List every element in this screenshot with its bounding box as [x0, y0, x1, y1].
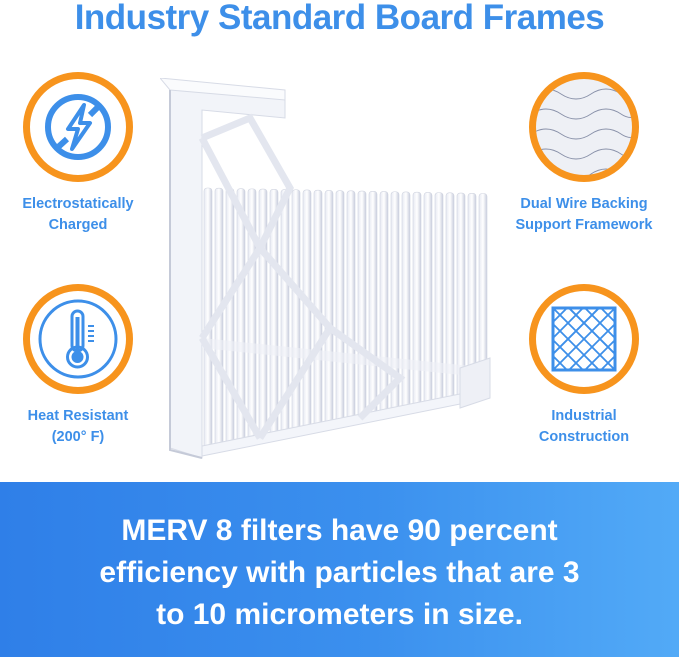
ring [23, 284, 133, 394]
filter-pleat [412, 191, 422, 407]
filter-pleat [324, 190, 334, 425]
filter-pleat [423, 192, 433, 405]
feature-industrial: Industrial Construction [499, 284, 669, 448]
filter-pleat [291, 189, 301, 431]
banner-line: efficiency with particles that are 3 [99, 556, 580, 589]
filter-pleat [401, 191, 411, 409]
feature-label: Dual Wire Backing [520, 196, 648, 212]
filter-pleat [368, 191, 378, 416]
feature-electrostatic: Electrostatically Charged [0, 72, 163, 236]
filter-pleat [346, 190, 356, 420]
no-static-bolt-icon [45, 94, 111, 160]
ring [529, 72, 639, 182]
feature-label: Construction [538, 429, 630, 445]
ring [529, 284, 639, 394]
feature-label: Electrostatically [22, 196, 134, 212]
feature-label: (200° F) [51, 429, 105, 445]
info-banner: MERV 8 filters have 90 percent efficienc… [0, 482, 679, 657]
filter-pleat [258, 188, 268, 438]
feature-label: Support Framework [515, 217, 653, 233]
filter-pleat [357, 190, 367, 418]
page-title: Industry Standard Board Frames [74, 0, 605, 37]
thermometer-icon [38, 299, 118, 379]
banner-line: MERV 8 filters have 90 percent [121, 514, 558, 547]
air-filter-image [160, 78, 491, 459]
feature-label: Heat Resistant [27, 408, 129, 424]
wire-mesh-icon [536, 88, 632, 175]
feature-label: Industrial [551, 408, 617, 424]
grid-frame-icon [551, 306, 617, 372]
feature-heat-resistant: Heat Resistant (200° F) [0, 284, 163, 448]
feature-dual-wire: Dual Wire Backing Support Framework [499, 72, 669, 236]
filter-pleat [225, 188, 235, 444]
ring [23, 72, 133, 182]
banner-line: to 10 micrometers in size. [156, 598, 523, 631]
filter-pleat [379, 191, 389, 414]
filter-pleat [335, 190, 345, 422]
feature-label: Charged [48, 217, 108, 233]
